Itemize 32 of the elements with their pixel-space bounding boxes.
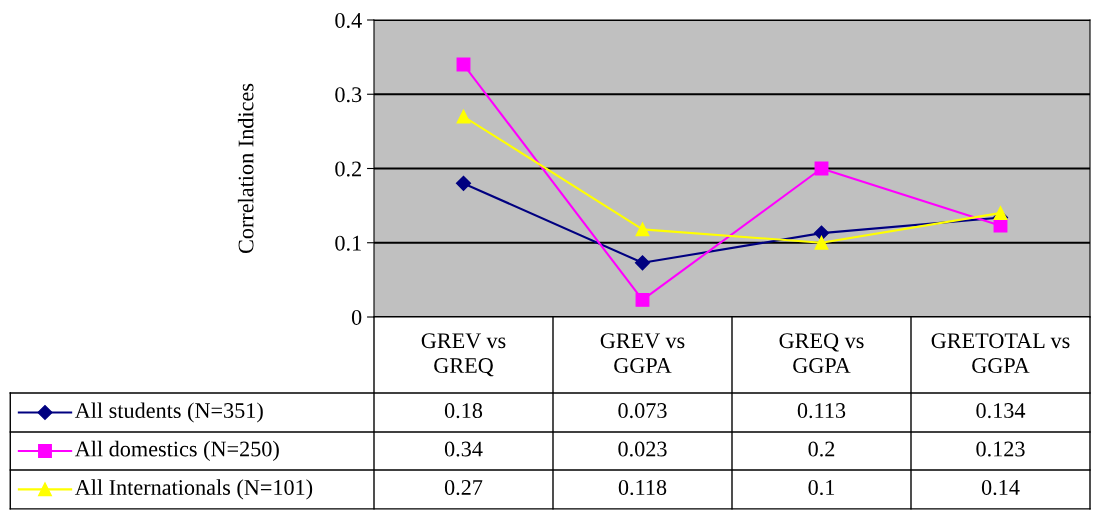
data-label: 0.1 <box>808 479 835 496</box>
y-tick-label: 0.2 <box>335 161 361 177</box>
data-label: 0.023 <box>618 441 667 457</box>
y-tick-label: 0.1 <box>335 235 361 251</box>
point <box>455 175 472 191</box>
data-label: 0.073 <box>618 403 667 419</box>
data-label: 0.14 <box>981 479 1020 496</box>
y-tick-label: 0.3 <box>335 87 362 103</box>
y-axis-title: Correlation Indices <box>237 83 254 254</box>
x-tick-label: GREV vs GGPA <box>600 333 685 373</box>
data-label: 0.113 <box>797 403 846 419</box>
data-label: 0.27 <box>444 479 483 496</box>
point <box>814 235 829 250</box>
legend-label: All domestics (N=250) <box>74 440 279 462</box>
data-label: 0.34 <box>444 441 483 457</box>
data-label: 0.123 <box>976 441 1025 457</box>
y-tick-label: 0 <box>351 309 362 325</box>
legend-label: All students (N=351) <box>74 402 263 423</box>
data-label: 0.18 <box>444 403 483 419</box>
x-tick-label: GRETOTAL vs GGPA <box>931 333 1070 373</box>
data-label: 0.118 <box>618 479 667 496</box>
point <box>635 222 650 237</box>
y-tick-label: 0.4 <box>335 12 362 29</box>
x-tick-label: GREQ vs GGPA <box>779 333 864 373</box>
legend-label: All Internationals (N=101) <box>74 479 313 500</box>
x-tick-label: GREV vs GREQ <box>421 333 506 377</box>
point <box>634 255 651 271</box>
point <box>993 206 1008 220</box>
data-label: 0.2 <box>808 441 835 457</box>
data-label: 0.134 <box>976 403 1026 419</box>
point <box>456 109 471 124</box>
point <box>635 292 650 307</box>
